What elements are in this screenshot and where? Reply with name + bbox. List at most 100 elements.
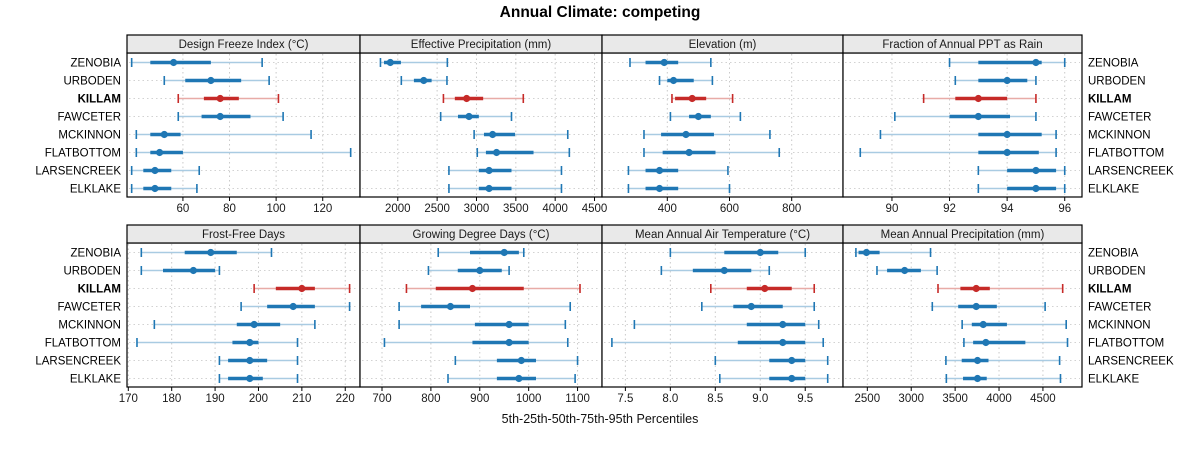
axis-tick-label: 96	[1058, 203, 1071, 215]
site-label-right-zenobia: ZENOBIA	[1088, 248, 1139, 260]
series-killam	[405, 284, 581, 293]
axis-tick-label: 3500	[503, 203, 529, 215]
site-label-right-elklake: ELKLAKE	[1088, 184, 1139, 196]
median-dot	[761, 284, 769, 293]
median-dot	[500, 248, 508, 257]
site-label-left-killam: KILLAM	[78, 94, 121, 106]
strip-title: Frost-Free Days	[202, 229, 285, 241]
series-killam	[937, 284, 1064, 293]
axis-tick-label: 120	[313, 203, 332, 215]
series-urboden	[140, 266, 221, 275]
series-killam	[177, 94, 280, 103]
median-dot	[517, 356, 525, 365]
series-elklake	[447, 374, 576, 383]
series-urboden	[427, 266, 510, 275]
axis-tick-label: 9.0	[752, 393, 768, 405]
axis-tick-label: 80	[223, 203, 236, 215]
panel-background	[127, 53, 360, 197]
series-zenobia	[140, 248, 273, 257]
series-mckinnon	[643, 130, 771, 139]
median-dot	[468, 284, 477, 293]
axis-tick-label: 90	[886, 203, 899, 215]
axis-tick-label: 400	[658, 203, 677, 215]
median-dot	[489, 130, 497, 139]
strip-title: Growing Degree Days (°C)	[413, 229, 550, 241]
site-label-left-zenobia: ZENOBIA	[71, 248, 122, 260]
site-label-left-urboden: URBODEN	[63, 76, 121, 88]
panel-fraction-of-annual-ppt-as-rain: 90 92 94 96 Fraction of Annual PPT as Rain	[842, 34, 1083, 215]
site-label-left-zenobia: ZENOBIA	[71, 58, 122, 70]
site-label-left-fawceter: FAWCETER	[58, 112, 121, 124]
chart-title: Annual Climate: competing	[499, 4, 701, 21]
median-dot	[973, 374, 982, 383]
median-dot	[982, 338, 990, 347]
median-dot	[747, 302, 755, 311]
median-dot	[216, 112, 224, 121]
site-label-right-flatbottom: FLATBOTTOM	[1088, 148, 1164, 160]
panel-growing-degree-days-c: 700 800 900 1000 1100 Growing Degree Days (°C…	[359, 224, 603, 405]
median-dot	[862, 248, 871, 257]
median-dot	[779, 320, 787, 329]
series-killam	[671, 94, 734, 103]
axis-tick-label: 4500	[582, 203, 608, 215]
median-dot	[207, 76, 215, 85]
median-dot	[1032, 58, 1040, 67]
series-elklake	[945, 374, 1062, 383]
site-label-left-mckinnon: MCKINNON	[58, 320, 121, 332]
strip-title: Elevation (m)	[689, 39, 757, 51]
site-label-right-mckinnon: MCKINNON	[1088, 130, 1151, 142]
median-dot	[250, 320, 258, 329]
site-label-right-killam: KILLAM	[1088, 94, 1131, 106]
series-killam	[710, 284, 816, 293]
site-label-right-fawceter: FAWCETER	[1088, 112, 1151, 124]
axis-tick-label: 1000	[516, 393, 542, 405]
median-dot	[682, 130, 690, 139]
series-larsencreek	[945, 356, 1061, 365]
site-label-right-urboden: URBODEN	[1088, 76, 1146, 88]
axis-tick-label: 180	[162, 393, 181, 405]
median-dot	[386, 58, 394, 67]
axis-tick-label: 8.0	[662, 393, 678, 405]
median-dot	[655, 184, 664, 193]
series-flatbottom	[135, 148, 352, 157]
strip-title: Design Freeze Index (°C)	[179, 39, 309, 51]
panel-background	[360, 243, 602, 387]
median-dot	[151, 184, 159, 193]
series-zenobia	[629, 58, 712, 67]
median-dot	[151, 166, 159, 175]
series-elklake	[130, 184, 198, 193]
site-label-right-fawceter: FAWCETER	[1088, 302, 1151, 314]
site-label-right-killam: KILLAM	[1088, 284, 1131, 296]
series-larsencreek	[714, 356, 829, 365]
series-mckinnon	[135, 130, 312, 139]
axis-tick-label: 600	[720, 203, 739, 215]
median-dot	[972, 284, 980, 293]
median-dot	[515, 374, 523, 383]
site-label-left-larsencreek: LARSENCREEK	[35, 166, 121, 178]
axis-tick-label: 1100	[565, 393, 590, 405]
median-dot	[1003, 76, 1011, 85]
axis-tick-label: 210	[292, 393, 311, 405]
axis-tick-label: 9.5	[797, 393, 813, 405]
axis-tick-label: 4000	[986, 393, 1012, 405]
median-dot	[974, 94, 982, 103]
series-mckinnon	[473, 130, 569, 139]
median-dot	[972, 302, 980, 311]
series-urboden	[163, 76, 270, 85]
panel-effective-precipitation-mm: 2000 2500 3000 3500 4000 4500 Effective Precip…	[359, 34, 608, 215]
median-dot	[465, 112, 473, 121]
axis-tick-label: 100	[267, 203, 286, 215]
axis-tick-label: 4000	[542, 203, 568, 215]
median-dot	[901, 266, 909, 275]
axis-tick-label: 3000	[464, 203, 490, 215]
site-label-right-mckinnon: MCKINNON	[1088, 320, 1151, 332]
site-label-left-elklake: ELKLAKE	[70, 184, 121, 196]
series-flatbottom	[383, 338, 569, 347]
series-fawceter	[398, 302, 572, 311]
series-fawceter	[701, 302, 816, 311]
median-dot	[246, 374, 254, 383]
series-elklake	[448, 184, 563, 193]
median-dot	[660, 58, 668, 67]
